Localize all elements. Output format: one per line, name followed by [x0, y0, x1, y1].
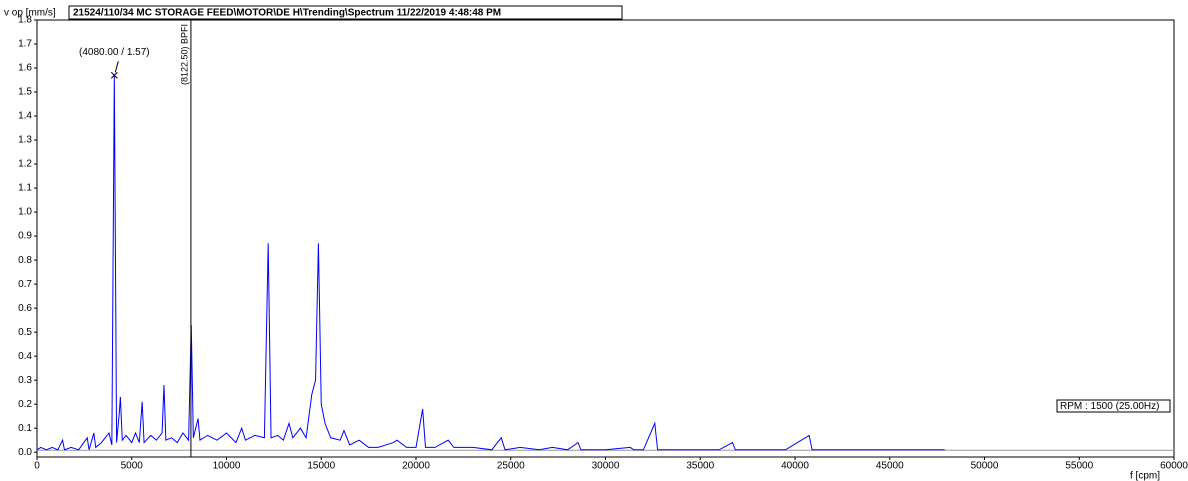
- y-tick-label: 0.0: [18, 447, 32, 458]
- y-tick-label: 0.1: [18, 423, 32, 434]
- x-tick-label: 20000: [402, 461, 430, 472]
- y-tick-label: 0.4: [18, 351, 32, 362]
- y-tick-label: 0.5: [18, 327, 32, 338]
- y-tick-label: 0.9: [18, 231, 32, 242]
- chart-title: 21524/110/34 MC STORAGE FEED\MOTOR\DE H\…: [73, 8, 501, 19]
- annotation-leader: [114, 61, 119, 73]
- rpm-label: RPM : 1500 (25.00Hz): [1060, 401, 1160, 412]
- y-tick-label: 0.8: [18, 255, 32, 266]
- y-tick-label: 0.6: [18, 303, 32, 314]
- x-tick-label: 30000: [592, 461, 620, 472]
- y-tick-label: 1.7: [18, 39, 32, 50]
- y-axis-label: v op [mm/s]: [4, 8, 56, 19]
- spectrum-line: [36, 75, 945, 451]
- y-tick-label: 1.8: [18, 15, 32, 26]
- y-tick-label: 1.4: [18, 111, 32, 122]
- annotation-label: (4080.00 / 1.57): [79, 47, 150, 58]
- y-tick-label: 1.2: [18, 159, 32, 170]
- x-tick-label: 5000: [121, 461, 144, 472]
- x-axis-label: f [cpm]: [1130, 471, 1160, 481]
- marker-label: (8122.50) BPFI: [179, 24, 189, 85]
- y-tick-label: 0.7: [18, 279, 32, 290]
- x-tick-label: 25000: [497, 461, 525, 472]
- x-tick-label: 0: [34, 461, 40, 472]
- y-tick-label: 0.2: [18, 399, 32, 410]
- y-tick-label: 1.3: [18, 135, 32, 146]
- x-tick-label: 60000: [1160, 461, 1188, 472]
- x-tick-label: 35000: [686, 461, 714, 472]
- x-tick-label: 10000: [213, 461, 241, 472]
- y-tick-label: 1.5: [18, 87, 32, 98]
- title-box: [68, 5, 623, 20]
- y-tick-label: 1.1: [18, 183, 32, 194]
- x-tick-label: 55000: [1065, 461, 1093, 472]
- y-tick-label: 1.6: [18, 63, 32, 74]
- x-tick-label: 15000: [307, 461, 335, 472]
- x-tick-label: 45000: [876, 461, 904, 472]
- rpm-box: [1056, 399, 1171, 413]
- plot-frame: [36, 19, 1175, 458]
- y-tick-label: 1.0: [18, 207, 32, 218]
- annotation-point: [110, 71, 118, 79]
- x-tick-label: 40000: [781, 461, 809, 472]
- y-tick-label: 0.3: [18, 375, 32, 386]
- x-tick-label: 50000: [971, 461, 999, 472]
